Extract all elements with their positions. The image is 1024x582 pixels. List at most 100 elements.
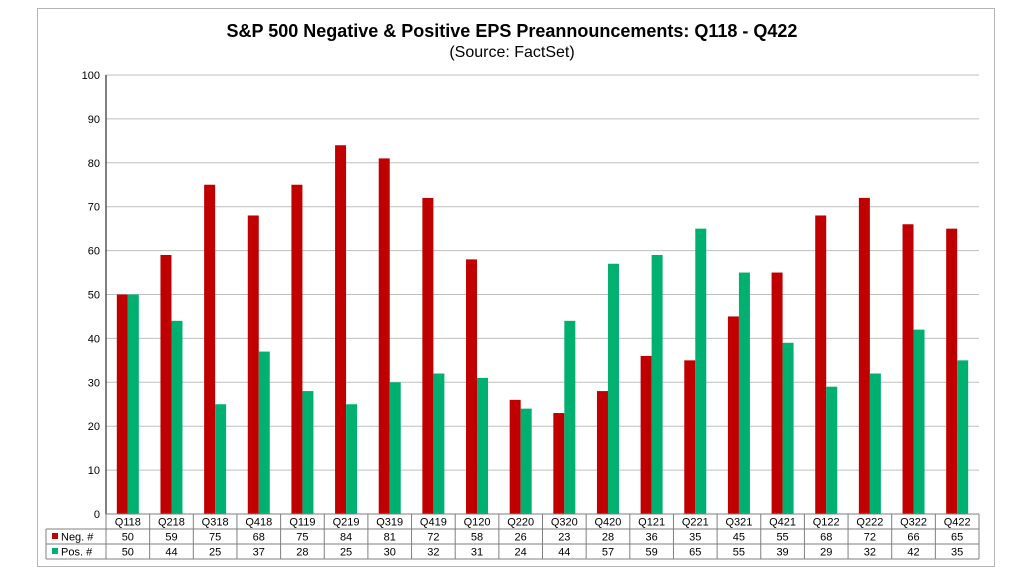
bar-neg-Q322 <box>902 224 914 514</box>
category-label: Q318 <box>202 517 229 529</box>
y-tick-label: 40 <box>88 333 100 345</box>
table-value: 42 <box>907 547 919 559</box>
bar-neg-Q120 <box>466 259 478 514</box>
y-tick-label: 50 <box>88 290 100 302</box>
table-value: 26 <box>515 532 527 544</box>
category-label: Q218 <box>158 517 185 529</box>
bar-pos-Q121 <box>651 254 663 515</box>
bar-neg-Q119 <box>291 184 303 514</box>
bar-pos-Q319 <box>389 382 401 514</box>
bar-pos-Q218 <box>171 320 183 514</box>
category-label: Q118 <box>115 517 141 529</box>
bar-neg-Q219 <box>335 145 347 515</box>
table-value: 32 <box>864 547 876 559</box>
legend-key-pos <box>52 548 58 554</box>
table-value: 65 <box>689 547 701 559</box>
legend-label-pos: Pos. # <box>61 547 93 559</box>
table-value: 50 <box>122 547 134 559</box>
table-value: 31 <box>471 547 483 559</box>
table-value: 32 <box>427 547 439 559</box>
table-value: 81 <box>384 532 396 544</box>
category-label: Q322 <box>900 517 927 529</box>
bar-pos-Q220 <box>520 408 532 514</box>
table-value: 37 <box>253 547 265 559</box>
y-tick-label: 80 <box>88 158 100 170</box>
bar-pos-Q318 <box>215 404 227 514</box>
bar-pos-Q221 <box>695 228 707 514</box>
bar-neg-Q121 <box>640 355 652 514</box>
table-value: 35 <box>951 547 963 559</box>
bar-neg-Q421 <box>771 272 783 514</box>
bar-pos-Q322 <box>913 329 925 514</box>
table-value: 28 <box>296 547 308 559</box>
bar-neg-Q220 <box>509 399 521 514</box>
bar-pos-Q321 <box>738 272 750 514</box>
table-value: 36 <box>646 532 658 544</box>
category-label: Q220 <box>507 517 534 529</box>
bar-pos-Q120 <box>477 377 489 514</box>
table-value: 45 <box>733 532 745 544</box>
table-value: 29 <box>820 547 832 559</box>
table-value: 75 <box>209 532 221 544</box>
table-value: 57 <box>602 547 614 559</box>
legend-label-neg: Neg. # <box>61 532 94 544</box>
table-value: 75 <box>296 532 308 544</box>
bars <box>116 145 969 515</box>
category-label: Q418 <box>245 517 272 529</box>
bar-neg-Q318 <box>204 184 216 514</box>
bar-neg-Q420 <box>596 391 608 514</box>
table-value: 44 <box>165 547 177 559</box>
table-value: 50 <box>122 532 134 544</box>
bar-pos-Q419 <box>433 373 445 514</box>
bar-pos-Q119 <box>302 391 314 514</box>
table-value: 58 <box>471 532 483 544</box>
table-value: 28 <box>602 532 614 544</box>
category-label: Q320 <box>551 517 578 529</box>
category-label: Q321 <box>725 517 752 529</box>
chart-frame: S&P 500 Negative & Positive EPS Preannou… <box>37 8 995 567</box>
bar-neg-Q418 <box>247 215 259 515</box>
category-label: Q122 <box>813 517 840 529</box>
table-value: 84 <box>340 532 352 544</box>
category-label: Q319 <box>376 517 403 529</box>
table-value: 23 <box>558 532 570 544</box>
bar-pos-Q421 <box>782 342 794 514</box>
category-label: Q121 <box>638 517 665 529</box>
chart-title: S&P 500 Negative & Positive EPS Preannou… <box>227 21 798 41</box>
bar-pos-Q222 <box>869 373 881 514</box>
bar-pos-Q420 <box>607 263 619 514</box>
bar-pos-Q122 <box>826 386 838 514</box>
table-value: 59 <box>165 532 177 544</box>
table-value: 30 <box>384 547 396 559</box>
table-value: 25 <box>340 547 352 559</box>
y-tick-label: 10 <box>88 465 100 477</box>
table-value: 44 <box>558 547 570 559</box>
y-tick-label: 70 <box>88 202 100 214</box>
y-tick-label: 60 <box>88 246 100 258</box>
table-value: 55 <box>733 547 745 559</box>
table-value: 66 <box>907 532 919 544</box>
bar-neg-Q122 <box>815 215 827 515</box>
table-value: 72 <box>864 532 876 544</box>
category-label: Q219 <box>333 517 360 529</box>
y-tick-label: 20 <box>88 421 100 433</box>
table-value: 72 <box>427 532 439 544</box>
bar-neg-Q218 <box>160 254 172 515</box>
bar-neg-Q118 <box>116 294 128 514</box>
bar-neg-Q222 <box>858 197 870 515</box>
legend-key-neg <box>52 533 58 539</box>
bar-pos-Q320 <box>564 320 576 514</box>
table-value: 59 <box>646 547 658 559</box>
bar-neg-Q419 <box>422 197 434 515</box>
table-value: 68 <box>253 532 265 544</box>
category-label: Q422 <box>944 517 971 529</box>
bar-neg-Q319 <box>378 158 390 514</box>
table-value: 25 <box>209 547 221 559</box>
y-tick-label: 0 <box>94 509 100 521</box>
y-axis: 0 10 20 30 40 50 60 70 80 90 100 <box>82 70 107 521</box>
bar-pos-Q118 <box>127 294 139 514</box>
category-label: Q421 <box>769 517 796 529</box>
table-value: 24 <box>515 547 527 559</box>
category-label: Q119 <box>289 517 315 529</box>
table-value: 65 <box>951 532 963 544</box>
